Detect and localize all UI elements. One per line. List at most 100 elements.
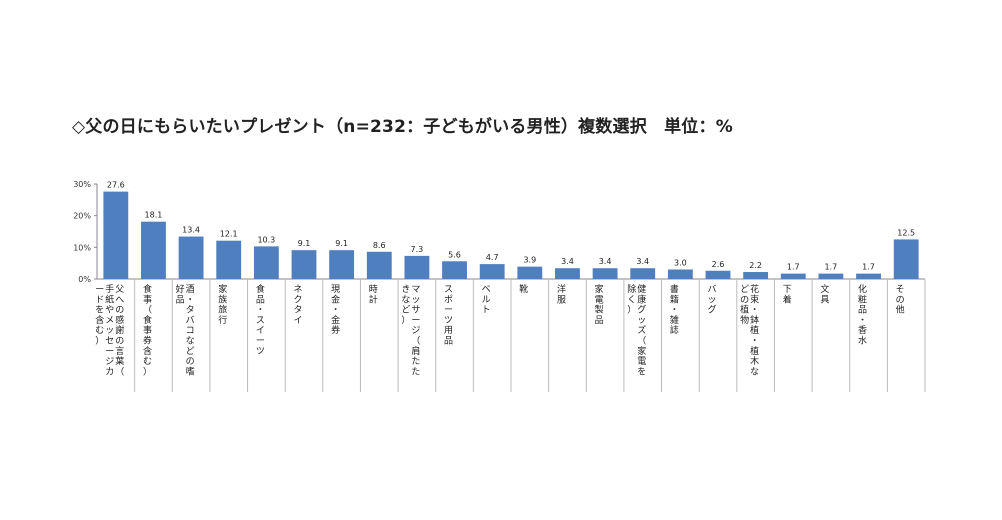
category-char: ・ <box>858 316 867 326</box>
category-char: ） <box>143 366 152 377</box>
category-char: 含 <box>95 314 104 326</box>
bars <box>103 191 919 279</box>
bar <box>818 273 844 279</box>
category-char: く <box>627 295 636 305</box>
data-label: 3.4 <box>599 257 612 266</box>
category-char: グ <box>637 304 646 316</box>
category-char: （ <box>637 336 646 347</box>
bar <box>366 251 392 279</box>
category-char: 他 <box>896 304 905 316</box>
category-char: ッ <box>105 326 114 336</box>
category-char: ・ <box>256 306 265 316</box>
category-char: ツ <box>256 347 265 357</box>
category-char: 用 <box>444 325 453 336</box>
category-char: 酒 <box>186 284 195 295</box>
category-label: 文具 <box>820 283 829 305</box>
category-char: 行 <box>218 314 227 326</box>
category-char: 着 <box>783 293 792 305</box>
category-char: ッ <box>707 295 716 305</box>
category-char: 品 <box>858 305 867 316</box>
category-char: 書 <box>670 283 679 295</box>
category-char: を <box>637 366 646 377</box>
category-char: 品 <box>444 336 453 347</box>
category-char: の <box>115 337 124 347</box>
bar <box>178 236 204 279</box>
category-char: 文 <box>820 283 829 295</box>
category-char: 金 <box>331 293 340 305</box>
category-char: の <box>186 357 195 367</box>
category-char: む <box>95 325 104 336</box>
category-char: ど <box>740 284 749 295</box>
category-char: ） <box>627 305 636 316</box>
category-char: 水 <box>858 335 867 347</box>
category-char: ー <box>256 337 265 347</box>
data-label: 2.2 <box>749 261 762 270</box>
bar <box>667 269 693 279</box>
data-label: 1.7 <box>825 263 838 272</box>
bar <box>479 264 505 279</box>
category-char: ） <box>95 336 104 347</box>
data-label: 1.7 <box>862 263 875 272</box>
category-char: ・ <box>331 306 340 316</box>
category-label: 書籍・雑誌 <box>670 283 679 336</box>
chart-title: ◇父の日にもらいたいプレゼント（n=232：子どもがいる男性）複数選択 単位：% <box>72 117 733 137</box>
bar <box>630 268 656 279</box>
bar <box>555 268 580 279</box>
category-char: を <box>95 305 104 316</box>
category-char: 下 <box>783 285 792 295</box>
bar <box>103 191 129 279</box>
category-char: な <box>186 336 195 347</box>
category-char: マ <box>411 285 420 295</box>
category-char: そ <box>896 284 905 295</box>
category-char: セ <box>105 336 114 347</box>
category-char: ・ <box>750 306 759 316</box>
category-char: ッ <box>411 295 420 305</box>
bar <box>517 266 543 279</box>
category-char: 言 <box>115 345 124 357</box>
category-char: ー <box>411 316 420 326</box>
category-char: ポ <box>444 294 453 305</box>
category-char: ス <box>444 285 453 295</box>
category-label: バッグ <box>707 284 716 316</box>
category-char: 葉 <box>115 355 124 367</box>
data-label: 8.6 <box>373 241 386 250</box>
category-char: 植 <box>750 345 759 357</box>
category-char: 時 <box>369 284 378 295</box>
category-char: 食 <box>256 283 265 295</box>
category-char: タ <box>293 305 302 316</box>
category-char: ク <box>293 294 302 305</box>
category-char: 現 <box>331 284 340 295</box>
category-char: ジ <box>411 326 420 336</box>
category-char: メ <box>105 316 114 326</box>
category-char: サ <box>411 305 420 316</box>
category-label: 下着 <box>783 285 792 305</box>
category-char: 父 <box>115 284 124 295</box>
data-label: 4.7 <box>486 253 499 262</box>
category-char: 品 <box>595 315 604 326</box>
category-char: 手 <box>105 283 114 295</box>
category-char: ネ <box>293 284 302 295</box>
data-label: 3.4 <box>636 257 649 266</box>
category-char: 肩 <box>411 345 420 357</box>
bar <box>780 273 806 279</box>
category-char: ジ <box>105 357 114 367</box>
category-char: 雑 <box>670 314 679 326</box>
category-label: 洋服 <box>557 283 566 305</box>
data-label: 12.1 <box>220 230 238 239</box>
category-char: 家 <box>637 345 646 357</box>
category-char: ト <box>482 306 491 316</box>
category-label: 時計 <box>369 284 378 305</box>
bar <box>856 273 881 279</box>
category-label: ベルト <box>482 285 491 316</box>
category-char: 花 <box>750 283 759 295</box>
bar <box>442 261 467 279</box>
category-char: イ <box>293 316 302 326</box>
category-char: ス <box>256 316 265 326</box>
category-char: （ <box>411 336 420 347</box>
